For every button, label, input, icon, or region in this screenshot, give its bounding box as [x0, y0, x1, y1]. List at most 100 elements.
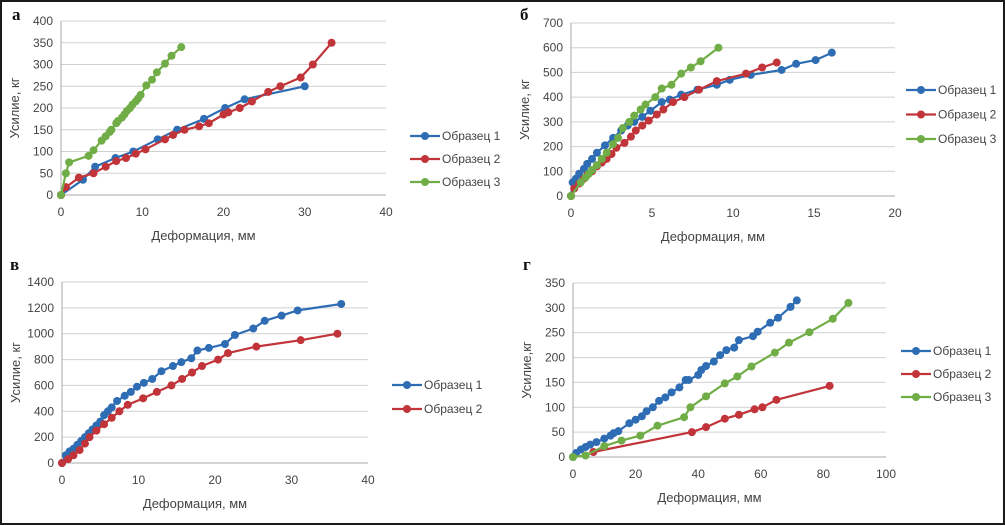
data-point [741, 69, 750, 78]
legend-item: Образец 1 [901, 344, 992, 358]
data-point [148, 75, 156, 84]
y-tick-label: 350 [33, 36, 53, 50]
data-point [333, 329, 342, 338]
data-point [69, 451, 78, 460]
x-tick-label: 80 [817, 467, 831, 481]
data-point [161, 135, 169, 144]
data-point [167, 381, 176, 390]
data-point [84, 151, 93, 160]
series-1 [569, 296, 801, 461]
y-tick-label: 200 [545, 351, 565, 365]
data-point [747, 362, 756, 371]
legend-item: Образец 2 [906, 108, 997, 122]
data-point [157, 367, 166, 376]
data-point [101, 162, 110, 171]
data-point [702, 392, 711, 401]
x-tick-label: 20 [629, 467, 643, 481]
data-point [657, 98, 666, 107]
data-point [600, 434, 609, 443]
data-point [308, 60, 317, 69]
data-point [661, 393, 670, 402]
data-point [139, 394, 148, 403]
data-point [592, 161, 601, 170]
data-point [637, 412, 646, 421]
x-tick-label: 40 [379, 205, 393, 219]
data-point [91, 162, 100, 171]
data-point [195, 122, 204, 131]
legend-item: Образец 3 [906, 132, 997, 146]
y-tick-label: 100 [33, 145, 53, 159]
data-point [684, 375, 693, 384]
legend-marker [421, 155, 429, 163]
data-point [132, 382, 141, 391]
data-point [636, 105, 645, 114]
data-point [792, 59, 801, 68]
series-1 [567, 48, 836, 200]
data-point [296, 336, 305, 345]
data-point [180, 125, 189, 134]
x-axis-title: Деформация, мм [151, 228, 255, 243]
data-point [57, 191, 65, 199]
data-point [686, 63, 695, 72]
data-point [576, 178, 585, 187]
y-axis-title: Усилие, кг [517, 79, 532, 140]
data-point [293, 306, 302, 315]
series-1 [58, 299, 346, 467]
y-tick-label: 100 [543, 164, 563, 178]
data-point [602, 148, 611, 157]
data-point [631, 415, 640, 424]
legend-label: Образец 2 [938, 108, 997, 122]
x-tick-label: 10 [132, 473, 146, 487]
data-point [61, 169, 70, 178]
x-tick-label: 30 [298, 205, 312, 219]
data-point [618, 124, 627, 133]
data-point [152, 387, 161, 396]
data-point [167, 51, 176, 60]
data-point [722, 346, 731, 355]
y-axis-title: Усилие,кг [519, 341, 534, 399]
y-tick-label: 1400 [27, 275, 54, 289]
data-point [652, 110, 661, 119]
legend-marker [403, 405, 411, 413]
data-point [152, 68, 161, 77]
y-tick-label: 350 [545, 276, 565, 290]
y-tick-label: 250 [545, 326, 565, 340]
data-point [247, 97, 256, 106]
y-tick-label: 200 [34, 430, 54, 444]
y-tick-label: 100 [545, 400, 565, 414]
data-point [569, 453, 577, 461]
data-point [193, 346, 202, 355]
data-point [753, 327, 762, 336]
data-point [702, 423, 711, 432]
legend-item: Образец 1 [392, 378, 483, 392]
legend-marker [421, 132, 429, 140]
legend-label: Образец 2 [933, 367, 992, 381]
data-point [714, 43, 723, 52]
panel-label: в [10, 255, 19, 274]
data-point [113, 396, 122, 405]
data-point [680, 413, 689, 422]
y-tick-label: 500 [543, 65, 563, 79]
data-point [614, 427, 623, 436]
legend-item: Образец 1 [906, 83, 997, 97]
data-point [667, 388, 676, 397]
y-tick-label: 0 [46, 188, 53, 202]
data-point [638, 112, 647, 121]
data-point [136, 90, 145, 99]
data-point [687, 428, 696, 437]
data-point [626, 132, 635, 141]
y-tick-label: 300 [33, 58, 53, 72]
x-tick-label: 0 [58, 205, 65, 219]
data-point [296, 73, 305, 82]
data-point [148, 374, 157, 383]
y-tick-label: 700 [543, 16, 563, 30]
data-point [224, 349, 233, 358]
chart-panel-4: г 0 50 100 150 200 250 300 350 0 20 40 60 80 100 Деформ… [519, 255, 992, 505]
data-point [74, 173, 83, 182]
data-point [588, 166, 597, 175]
data-point [115, 407, 124, 416]
data-point [168, 362, 177, 371]
x-axis-title: Деформация, мм [661, 229, 765, 244]
legend-label: Образец 3 [938, 132, 997, 146]
data-point [669, 98, 678, 107]
